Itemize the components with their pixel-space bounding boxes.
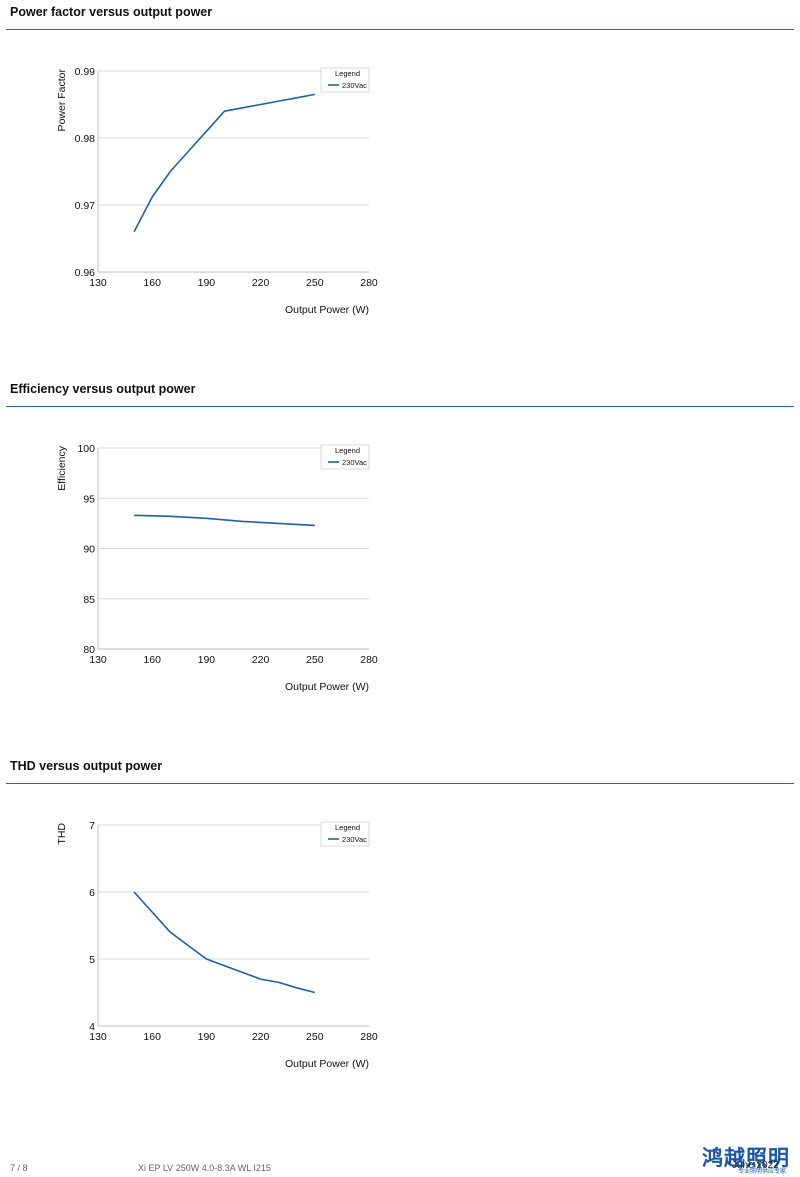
x-tick-label: 190: [198, 277, 216, 289]
section-title-thd: THD versus output power: [10, 759, 163, 773]
x-tick-label: 160: [143, 654, 161, 666]
section-title-power-factor: Power factor versus output power: [10, 5, 213, 19]
logo-subtext: 专业照明供应专家: [738, 1168, 787, 1175]
y-tick-label: 6: [89, 887, 95, 899]
logo-text: 鸿越照明: [702, 1146, 790, 1170]
x-tick-label: 160: [143, 1031, 161, 1043]
legend: Legend 230Vac: [320, 444, 370, 470]
y-tick-label: 95: [83, 493, 95, 505]
section-divider: [6, 783, 794, 784]
x-tick-label: 220: [252, 654, 270, 666]
x-axis-title: Output Power (W): [285, 304, 369, 316]
footer-page-number: 7 / 8: [10, 1163, 28, 1173]
section-divider: [6, 29, 794, 30]
thd-chart: 4 5 6 7 130 160 190 220 250 280 Output Power (W) TH…: [56, 820, 378, 1070]
x-tick-label: 130: [89, 277, 107, 289]
series-line-230Vac: [134, 514, 315, 527]
y-tick-label: 0.99: [75, 66, 96, 78]
footer-product-name: Xi EP LV 250W 4.0-8.3A WL I215: [138, 1163, 271, 1173]
y-axis-title: Power Factor: [56, 68, 68, 131]
y-tick-label: 100: [77, 443, 95, 455]
x-tick-label: 130: [89, 654, 107, 666]
series-line-230Vac: [133, 93, 315, 233]
y-tick-label: 5: [89, 954, 95, 966]
y-tick-label: 90: [83, 544, 95, 556]
y-axis-title: Efficiency: [56, 445, 68, 490]
section-divider: [6, 406, 794, 407]
power-factor-chart: 0.96 0.97 0.98 0.99 130 160 190 220 250 280 Output…: [56, 66, 378, 316]
x-tick-label: 190: [198, 654, 216, 666]
legend-title: Legend: [335, 69, 360, 78]
y-tick-label: 7: [89, 820, 95, 832]
legend-entry: 230Vac: [342, 458, 367, 467]
x-axis-title: Output Power (W): [285, 1058, 369, 1070]
legend-entry: 230Vac: [342, 81, 367, 90]
legend-title: Legend: [335, 823, 360, 832]
x-tick-label: 280: [360, 1031, 378, 1043]
series-line-230Vac: [133, 891, 316, 994]
y-tick-label: 4: [89, 1021, 95, 1033]
section-title-efficiency: Efficiency versus output power: [10, 382, 196, 396]
x-tick-label: 160: [143, 277, 161, 289]
legend-title: Legend: [335, 446, 360, 455]
x-tick-label: 250: [306, 654, 324, 666]
x-axis-title: Output Power (W): [285, 681, 369, 693]
y-tick-label: 85: [83, 594, 95, 606]
x-tick-label: 190: [198, 1031, 216, 1043]
legend: Legend 230Vac: [320, 67, 370, 93]
legend-entry: 230Vac: [342, 835, 367, 844]
y-tick-label: 0.97: [75, 200, 96, 212]
y-tick-label: 0.98: [75, 133, 96, 145]
x-tick-label: 250: [306, 1031, 324, 1043]
x-tick-label: 220: [252, 277, 270, 289]
x-tick-label: 280: [360, 277, 378, 289]
x-tick-label: 250: [306, 277, 324, 289]
efficiency-chart: 80 85 90 95 100 130 160 190 220 250 280 Output Powe…: [56, 443, 378, 693]
x-tick-label: 220: [252, 1031, 270, 1043]
y-axis-title: THD: [56, 823, 68, 845]
footer-date: June 2022: [732, 1160, 779, 1171]
x-tick-label: 130: [89, 1031, 107, 1043]
y-tick-label: 80: [83, 644, 95, 656]
legend: Legend 230Vac: [320, 821, 370, 847]
x-tick-label: 280: [360, 654, 378, 666]
company-logo: 鸿越照明 专业照明供应专家: [702, 1142, 796, 1176]
y-tick-label: 0.96: [75, 267, 96, 279]
